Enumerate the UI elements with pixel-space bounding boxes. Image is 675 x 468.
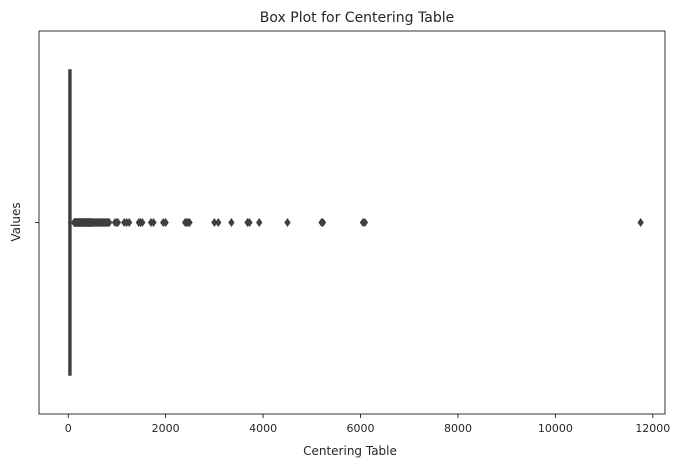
outlier-point (284, 217, 291, 228)
outlier-point (150, 217, 157, 228)
x-tick-label: 6000 (347, 422, 375, 435)
x-tick-label: 12000 (635, 422, 670, 435)
outlier-point (186, 217, 193, 228)
y-axis-label: Values (9, 202, 23, 241)
x-tick-label: 10000 (538, 422, 573, 435)
x-tick-label: 4000 (249, 422, 277, 435)
x-tick-label: 8000 (444, 422, 472, 435)
outlier-point (256, 217, 263, 228)
outlier-point (162, 217, 169, 228)
plot-area (68, 69, 644, 376)
outlier-point (228, 217, 235, 228)
outlier-point (114, 217, 122, 228)
outlier-point (637, 217, 644, 228)
x-tick-label: 0 (65, 422, 72, 435)
outlier-point (105, 217, 113, 228)
axes-frame (38, 30, 666, 415)
outlier-point (125, 217, 133, 228)
outlier-point (139, 217, 146, 228)
x-axis-ticks: 0 2000 4000 6000 8000 10000 12000 (65, 414, 670, 435)
x-tick-label: 2000 (152, 422, 180, 435)
outlier-points (70, 217, 644, 228)
outlier-point (319, 217, 327, 228)
x-axis-label: Centering Table (303, 444, 397, 458)
chart-title: Box Plot for Centering Table (260, 10, 454, 26)
outlier-point (215, 217, 222, 228)
outlier-point (361, 217, 369, 228)
outlier-point (246, 217, 253, 228)
